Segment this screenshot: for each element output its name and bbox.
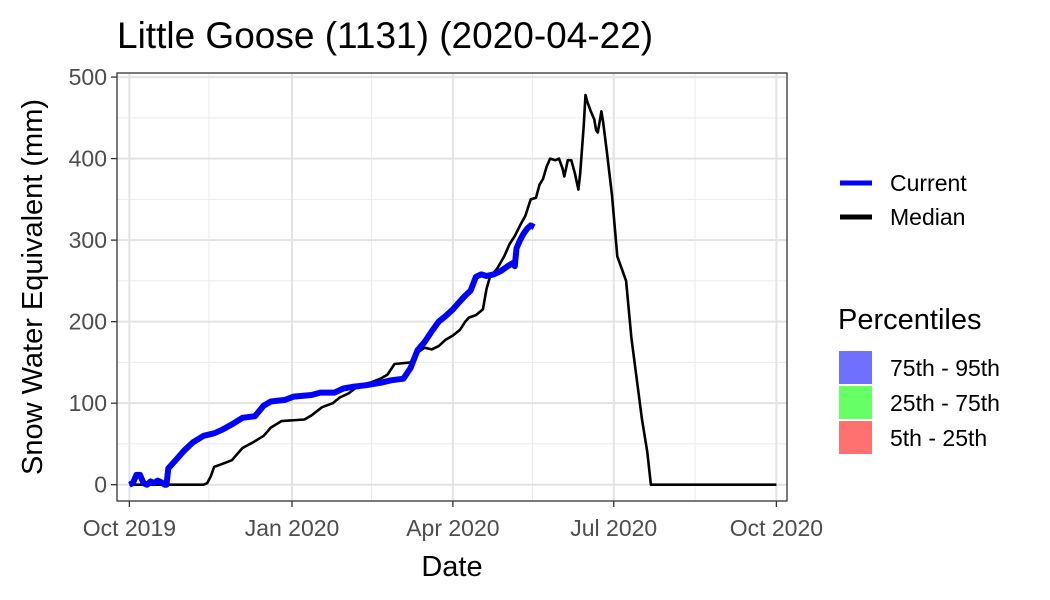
y-tick-label: 500	[69, 64, 107, 90]
legend-percentile-swatch	[839, 421, 872, 454]
median-series-line	[129, 93, 777, 486]
y-tick-label: 0	[94, 472, 107, 498]
x-tick-label: Oct 2019	[83, 515, 176, 541]
legend-label-median: Median	[890, 204, 965, 230]
legend-percentiles-title: Percentiles	[838, 304, 981, 336]
legend-label-current: Current	[890, 170, 967, 196]
plot-border	[116, 72, 788, 502]
y-tick-label: 400	[69, 146, 107, 172]
current-series-line	[128, 222, 536, 488]
chart-title: Little Goose (1131) (2020-04-22)	[117, 15, 653, 56]
y-tick-label: 200	[69, 309, 107, 335]
x-tick-label: Jan 2020	[245, 515, 340, 541]
legend-percentile-label: 5th - 25th	[890, 425, 987, 451]
x-tick-label: Oct 2020	[730, 515, 823, 541]
y-tick-label: 300	[69, 227, 107, 253]
legend-percentile-swatch	[839, 386, 872, 419]
x-axis: Oct 2019 Jan 2020 Apr 2020 Jul 2020 Oct 2020	[83, 501, 823, 541]
series-layer	[128, 93, 777, 488]
x-tick-label: Apr 2020	[406, 515, 499, 541]
x-axis-title: Date	[421, 551, 482, 583]
legend-percentile-swatch	[839, 351, 872, 384]
legend-percentile-label: 25th - 75th	[890, 390, 1000, 416]
y-tick-label: 100	[69, 390, 107, 416]
x-tick-label: Jul 2020	[570, 515, 657, 541]
legend: Current Median Percentiles 75th - 95th 25th …	[838, 170, 1000, 454]
legend-percentile-label: 75th - 95th	[890, 355, 1000, 381]
y-axis: 0 100 200 300 400 500	[69, 64, 117, 498]
y-axis-title: Snow Water Equivalent (mm)	[17, 99, 49, 475]
